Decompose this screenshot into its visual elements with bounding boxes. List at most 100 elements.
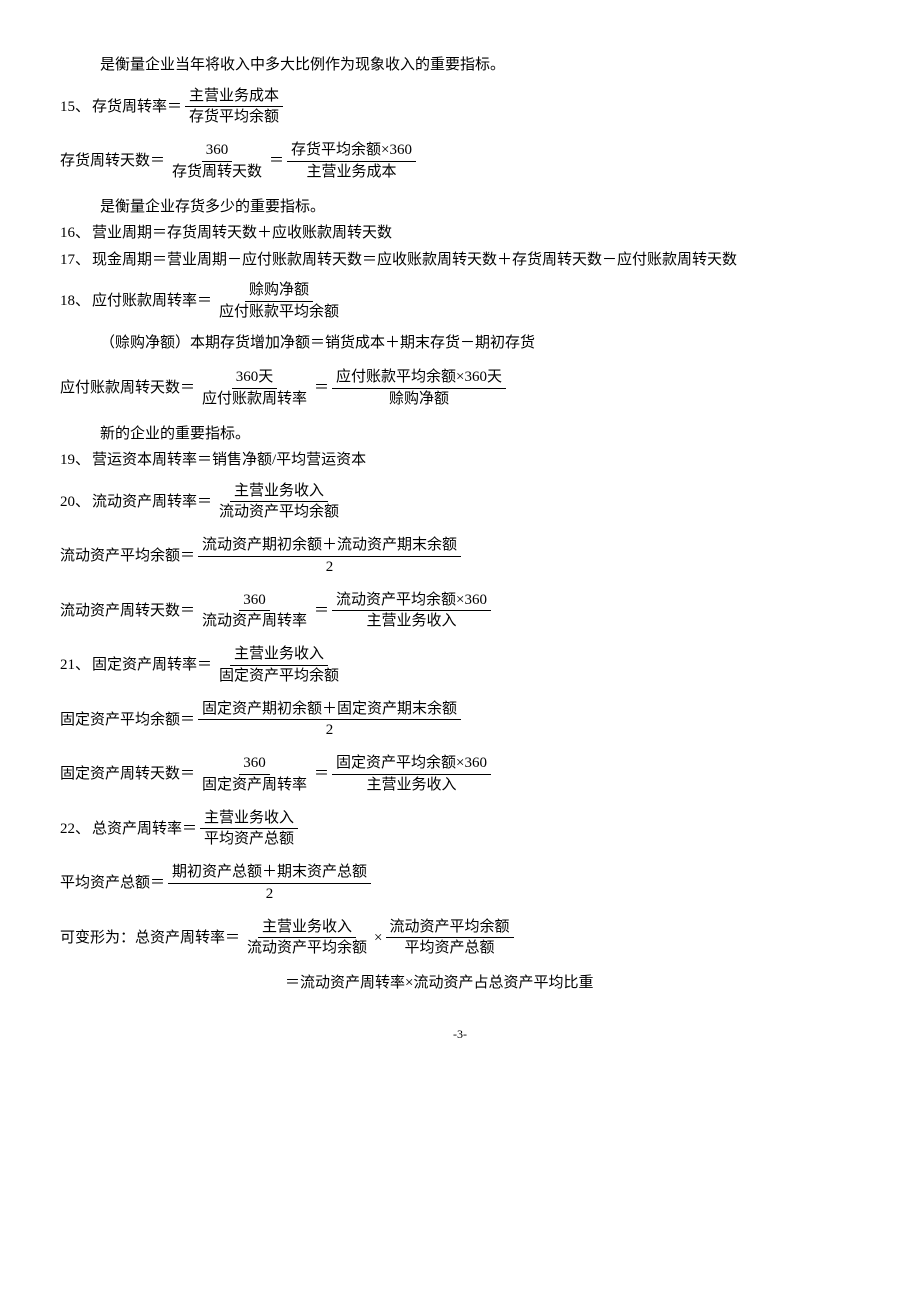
item-15-fraction-1: 主营业务成本 存货平均余额 (185, 87, 283, 128)
page-number: -3- (60, 1025, 860, 1043)
item-21-fraction-2: 固定资产期初余额＋固定资产期末余额 2 (198, 700, 461, 741)
item-21-avg: 固定资产平均余额＝ 固定资产期初余额＋固定资产期末余额 2 (60, 700, 860, 741)
item-20-fraction-3b: 流动资产平均余额×360 主营业务收入 (332, 591, 491, 632)
item-22-trans-label: 可变形为：总资产周转率＝ (60, 927, 240, 950)
frac-bot: 平均资产总额 (401, 938, 499, 958)
item-20-fraction-2: 流动资产期初余额＋流动资产期末余额 2 (198, 536, 461, 577)
item-22-fraction-1: 主营业务收入 平均资产总额 (200, 809, 298, 850)
intro-text: 是衡量企业当年将收入中多大比例作为现象收入的重要指标。 (60, 54, 860, 77)
item-22-fraction-3b: 流动资产平均余额 平均资产总额 (386, 918, 514, 959)
item-15-label: 存货周转率＝ (92, 96, 182, 119)
item-19-number: 19、 (60, 449, 90, 472)
item-18-days: 应付账款周转天数＝ 360天 应付账款周转率 ＝ 应付账款平均余额×360天 赊… (60, 368, 860, 409)
item-22-avg-label: 平均资产总额＝ (60, 872, 165, 895)
item-15-days: 存货周转天数＝ 360 存货周转天数 ＝ 存货平均余额×360 主营业务成本 (60, 141, 860, 182)
item-20-number: 20、 (60, 491, 90, 514)
equals: ＝ (269, 150, 284, 173)
item-21-fraction-3b: 固定资产平均余额×360 主营业务收入 (332, 754, 491, 795)
frac-top: 固定资产平均余额×360 (332, 754, 491, 775)
item-19-text: 营运资本周转率＝销售净额/平均营运资本 (92, 449, 366, 472)
frac-bot: 固定资产周转率 (198, 775, 311, 795)
item-22-transform: 可变形为：总资产周转率＝ 主营业务收入 流动资产平均余额 × 流动资产平均余额 … (60, 918, 860, 959)
item-22-number: 22、 (60, 818, 90, 841)
item-21-fraction-3a: 360 固定资产周转率 (198, 754, 311, 795)
item-20-days-label: 流动资产周转天数＝ (60, 600, 195, 623)
frac-bot: 存货平均余额 (185, 107, 283, 127)
frac-top: 360天 (232, 368, 278, 389)
frac-top: 360 (239, 591, 270, 612)
item-22-transform-2: ＝流动资产周转率×流动资产占总资产平均比重 (285, 972, 860, 995)
frac-top: 360 (239, 754, 270, 775)
frac-top: 360 (202, 141, 233, 162)
item-18: 18、 应付账款周转率＝ 赊购净额 应付账款平均余额 (60, 281, 860, 322)
item-20-days: 流动资产周转天数＝ 360 流动资产周转率 ＝ 流动资产平均余额×360 主营业… (60, 591, 860, 632)
item-15-days-label: 存货周转天数＝ (60, 150, 165, 173)
frac-bot: 平均资产总额 (200, 829, 298, 849)
frac-top: 固定资产期初余额＋固定资产期末余额 (198, 700, 461, 721)
frac-bot: 2 (262, 884, 278, 904)
item-18-days-label: 应付账款周转天数＝ (60, 377, 195, 400)
item-20-avg: 流动资产平均余额＝ 流动资产期初余额＋流动资产期末余额 2 (60, 536, 860, 577)
frac-bot: 存货周转天数 (168, 162, 266, 182)
frac-bot: 主营业务收入 (363, 775, 461, 795)
item-18-label: 应付账款周转率＝ (92, 290, 212, 313)
item-22-fraction-3a: 主营业务收入 流动资产平均余额 (243, 918, 371, 959)
item-20-avg-label: 流动资产平均余额＝ (60, 545, 195, 568)
frac-bot: 主营业务收入 (363, 611, 461, 631)
item-20-fraction-3a: 360 流动资产周转率 (198, 591, 311, 632)
item-16: 16、 营业周期＝存货周转天数＋应收账款周转天数 (60, 222, 860, 245)
frac-top: 期初资产总额＋期末资产总额 (168, 863, 371, 884)
item-22-avg: 平均资产总额＝ 期初资产总额＋期末资产总额 2 (60, 863, 860, 904)
frac-top: 流动资产平均余额 (386, 918, 514, 939)
item-20: 20、 流动资产周转率＝ 主营业务收入 流动资产平均余额 (60, 482, 860, 523)
frac-bot: 固定资产平均余额 (215, 666, 343, 686)
item-15-fraction-2a: 360 存货周转天数 (168, 141, 266, 182)
item-21-avg-label: 固定资产平均余额＝ (60, 709, 195, 732)
item-21-fraction-1: 主营业务收入 固定资产平均余额 (215, 645, 343, 686)
item-17-text: 现金周期＝营业周期－应付账款周转天数＝应收账款周转天数＋存货周转天数－应付账款周… (92, 249, 737, 272)
item-17-number: 17、 (60, 249, 90, 272)
frac-top: 应付账款平均余额×360天 (332, 368, 506, 389)
item-16-number: 16、 (60, 222, 90, 245)
frac-bot: 应付账款周转率 (198, 389, 311, 409)
frac-top: 主营业务收入 (200, 809, 298, 830)
item-15-fraction-2b: 存货平均余额×360 主营业务成本 (287, 141, 416, 182)
frac-bot: 应付账款平均余额 (215, 302, 343, 322)
equals: ＝ (314, 600, 329, 623)
item-21-days: 固定资产周转天数＝ 360 固定资产周转率 ＝ 固定资产平均余额×360 主营业… (60, 754, 860, 795)
item-22-fraction-2: 期初资产总额＋期末资产总额 2 (168, 863, 371, 904)
item-22-label: 总资产周转率＝ (92, 818, 197, 841)
item-20-fraction-1: 主营业务收入 流动资产平均余额 (215, 482, 343, 523)
frac-top: 流动资产平均余额×360 (332, 591, 491, 612)
times: × (374, 927, 382, 950)
frac-bot: 2 (322, 720, 338, 740)
item-18-sub1: （赊购净额）本期存货增加净额＝销货成本＋期末存货－期初存货 (60, 332, 860, 355)
item-18-fraction-2a: 360天 应付账款周转率 (198, 368, 311, 409)
item-21-label: 固定资产周转率＝ (92, 654, 212, 677)
equals: ＝ (314, 763, 329, 786)
item-16-text: 营业周期＝存货周转天数＋应收账款周转天数 (92, 222, 392, 245)
frac-bot: 流动资产平均余额 (215, 502, 343, 522)
frac-top: 主营业务收入 (258, 918, 356, 939)
frac-top: 存货平均余额×360 (287, 141, 416, 162)
item-15-note: 是衡量企业存货多少的重要指标。 (60, 196, 860, 219)
frac-top: 主营业务收入 (230, 482, 328, 503)
frac-bot: 2 (322, 557, 338, 577)
item-18-number: 18、 (60, 290, 90, 313)
frac-bot: 流动资产周转率 (198, 611, 311, 631)
frac-top: 流动资产期初余额＋流动资产期末余额 (198, 536, 461, 557)
frac-bot: 流动资产平均余额 (243, 938, 371, 958)
frac-bot: 赊购净额 (385, 389, 453, 409)
frac-top: 主营业务成本 (185, 87, 283, 108)
item-20-label: 流动资产周转率＝ (92, 491, 212, 514)
frac-top: 主营业务收入 (230, 645, 328, 666)
item-22: 22、 总资产周转率＝ 主营业务收入 平均资产总额 (60, 809, 860, 850)
item-21: 21、 固定资产周转率＝ 主营业务收入 固定资产平均余额 (60, 645, 860, 686)
item-18-fraction-1: 赊购净额 应付账款平均余额 (215, 281, 343, 322)
item-18-note: 新的企业的重要指标。 (60, 423, 860, 446)
item-21-days-label: 固定资产周转天数＝ (60, 763, 195, 786)
frac-top: 赊购净额 (245, 281, 313, 302)
item-21-number: 21、 (60, 654, 90, 677)
item-15-number: 15、 (60, 96, 90, 119)
item-18-fraction-2b: 应付账款平均余额×360天 赊购净额 (332, 368, 506, 409)
